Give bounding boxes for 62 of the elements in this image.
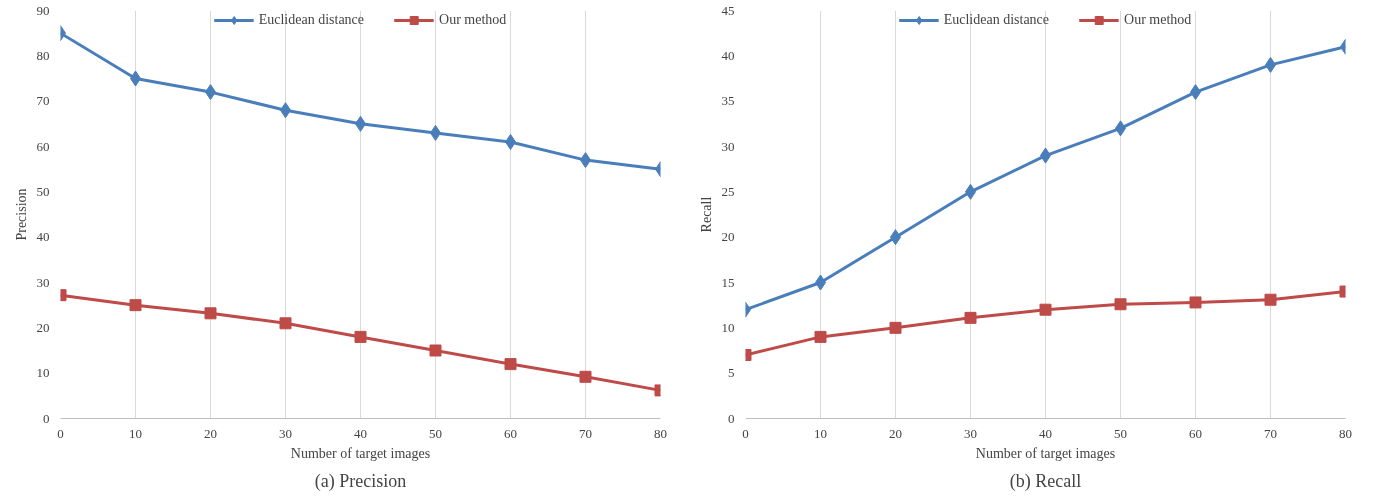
x-tick-label: 40 bbox=[1039, 425, 1052, 441]
y-tick-label: 10 bbox=[36, 365, 50, 381]
x-tick-label: 70 bbox=[579, 425, 592, 441]
x-axis-title: Number of target images bbox=[975, 445, 1116, 461]
y-tick-label: 60 bbox=[36, 138, 50, 154]
x-tick-label: 50 bbox=[1114, 425, 1127, 441]
y-tick-label: 40 bbox=[36, 229, 50, 245]
x-tick-label: 80 bbox=[654, 425, 667, 441]
y-tick-label: 10 bbox=[721, 319, 735, 335]
point bbox=[814, 330, 827, 343]
point bbox=[1189, 296, 1202, 309]
x-tick-label: 10 bbox=[129, 425, 142, 441]
point bbox=[1039, 303, 1052, 316]
y-tick-label: 15 bbox=[721, 274, 735, 290]
x-tick-label: 20 bbox=[204, 425, 217, 441]
point bbox=[964, 311, 977, 324]
point bbox=[204, 307, 217, 320]
x-tick-label: 30 bbox=[964, 425, 977, 441]
point bbox=[279, 317, 292, 330]
y-tick-label: 30 bbox=[721, 138, 735, 154]
x-tick-label: 0 bbox=[742, 425, 749, 441]
y-tick-label: 90 bbox=[36, 2, 50, 18]
legend-label: Our method bbox=[439, 12, 507, 28]
x-tick-label: 30 bbox=[279, 425, 292, 441]
legend-label: Euclidean distance bbox=[258, 12, 365, 28]
y-axis-title: Precision bbox=[13, 188, 29, 241]
y-tick-label: 20 bbox=[721, 229, 735, 245]
x-axis-title: Number of target images bbox=[290, 445, 431, 461]
x-tick-label: 60 bbox=[504, 425, 517, 441]
legend-label: Our method bbox=[1124, 12, 1192, 28]
x-tick-label: 50 bbox=[429, 425, 442, 441]
point bbox=[889, 321, 902, 334]
y-tick-label: 25 bbox=[721, 183, 735, 199]
y-axis-title: Recall bbox=[698, 196, 714, 233]
x-tick-label: 80 bbox=[1339, 425, 1352, 441]
y-tick-label: 80 bbox=[36, 47, 50, 63]
legend-label: Euclidean distance bbox=[943, 12, 1050, 28]
point bbox=[354, 330, 367, 343]
x-tick-label: 0 bbox=[57, 425, 64, 441]
y-tick-label: 0 bbox=[728, 410, 735, 426]
point bbox=[579, 370, 592, 383]
y-tick-label: 5 bbox=[728, 365, 735, 381]
point bbox=[1264, 293, 1277, 306]
x-tick-label: 10 bbox=[814, 425, 827, 441]
text: (b) Recall bbox=[1009, 470, 1082, 492]
y-tick-label: 50 bbox=[36, 183, 50, 199]
y-tick-label: 30 bbox=[36, 274, 50, 290]
point bbox=[129, 299, 142, 312]
y-tick-label: 20 bbox=[36, 319, 50, 335]
y-tick-label: 35 bbox=[721, 93, 735, 109]
y-tick-label: 45 bbox=[721, 2, 735, 18]
point bbox=[1114, 298, 1127, 311]
point bbox=[429, 344, 442, 357]
x-tick-label: 60 bbox=[1189, 425, 1202, 441]
x-tick-label: 40 bbox=[354, 425, 367, 441]
x-tick-label: 20 bbox=[889, 425, 902, 441]
y-tick-label: 0 bbox=[43, 410, 50, 426]
y-tick-label: 40 bbox=[721, 47, 735, 63]
point bbox=[504, 358, 517, 371]
text: (a) Precision bbox=[314, 470, 407, 492]
x-tick-label: 70 bbox=[1264, 425, 1277, 441]
y-tick-label: 70 bbox=[36, 93, 50, 109]
